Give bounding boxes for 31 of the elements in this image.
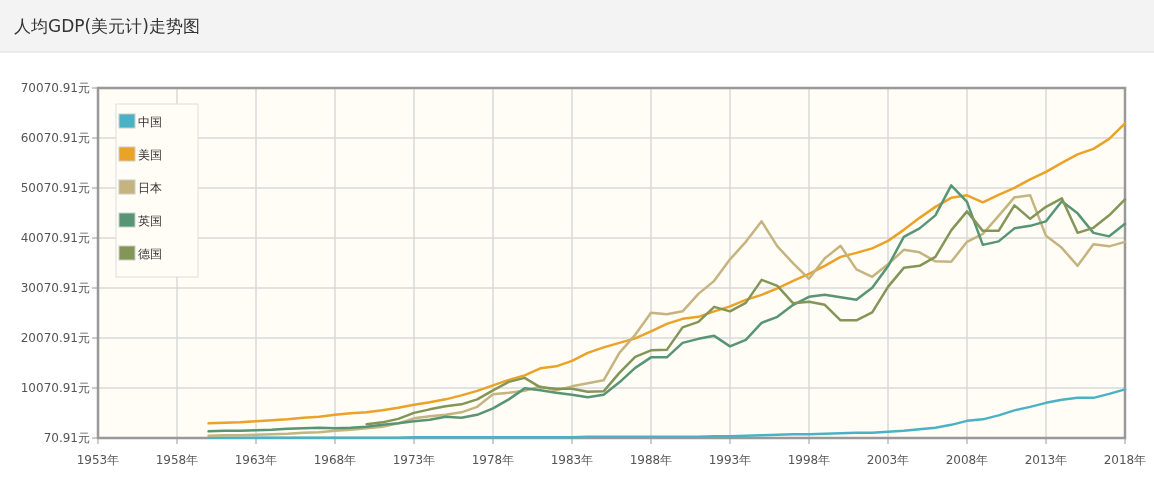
x-tick-label: 1958年 [155,453,199,467]
y-tick-label: 30070.91元 [20,281,90,295]
x-tick-label: 1998年 [787,453,831,467]
x-tick-label: 1993年 [708,453,752,467]
y-tick-label: 70070.91元 [20,81,90,95]
x-tick-label: 1983年 [550,453,594,467]
x-tick-label: 2018年 [1103,453,1147,467]
x-tick-label: 2008年 [945,453,989,467]
y-tick-label: 60070.91元 [20,131,90,145]
x-tick-label: 1953年 [76,453,120,467]
line-series [207,388,1127,440]
line-series [207,122,1127,425]
y-tick-label: 20070.91元 [20,331,90,345]
x-tick-label: 2013年 [1024,453,1068,467]
x-tick-label: 1978年 [471,453,515,467]
y-tick-label: 40070.91元 [20,231,90,245]
x-tick-label: 1973年 [392,453,436,467]
y-tick-label: 10070.91元 [20,381,90,395]
y-tick-label: 50070.91元 [20,181,90,195]
legend-label: 美国 [138,148,162,162]
x-tick-label: 1988年 [629,453,673,467]
x-tick-label: 1968年 [313,453,357,467]
legend-label: 日本 [138,181,162,195]
y-tick-label: 70.91元 [43,431,90,445]
chart-title: 人均GDP(美元计)走势图 [14,16,200,36]
x-tick-label: 1963年 [234,453,278,467]
x-tick-label: 2003年 [866,453,910,467]
line-series [365,197,1127,426]
legend-label: 英国 [138,214,162,228]
legend-label: 德国 [138,247,162,261]
legend-label: 中国 [138,115,162,129]
